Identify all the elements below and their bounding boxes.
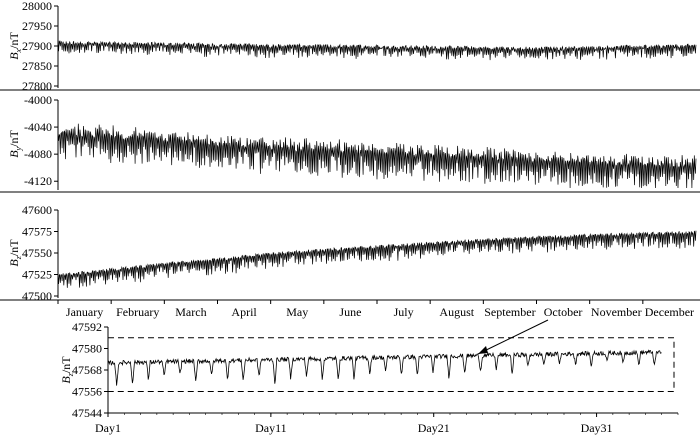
panel-1: 27800 27850 27900 27950 28000 [0, 0, 700, 93]
highlight-box [107, 337, 675, 392]
y-tick-label: 28000 [22, 0, 52, 13]
y-axis-label: By/nT [7, 130, 23, 158]
y-tick-label: 47556 [72, 385, 102, 399]
y-tick-label: -4000 [24, 93, 52, 107]
y-axis-label: Bz/nT [59, 356, 75, 384]
x-tick-label: Day21 [418, 421, 450, 435]
y-tick-label: 27900 [22, 39, 52, 53]
y-tick-label: -4040 [24, 120, 52, 134]
x-tick-label: May [286, 305, 308, 319]
y-axis-label: Bx/nT [7, 32, 23, 60]
y-tick-label: 47568 [72, 363, 102, 377]
y-tick-label: 47525 [22, 268, 52, 282]
x-tick-label: November [591, 305, 642, 319]
x-tick-label: December [645, 305, 694, 319]
data-series-1 [57, 40, 697, 61]
x-tick-label: February [116, 305, 159, 319]
y-tick-label: 47575 [22, 225, 52, 239]
zoom-arrow-head [478, 346, 488, 354]
x-tick-label: July [394, 305, 414, 319]
x-tick-label: Day31 [581, 421, 613, 435]
panel-3: 47500 47525 47550 47575 47600 January February… [0, 203, 700, 319]
x-tick-label: October [544, 305, 583, 319]
y-tick-label: 47550 [22, 246, 52, 260]
y-tick-label: -4120 [24, 174, 52, 188]
x-tick-label: Day1 [95, 421, 121, 435]
x-tick-label: January [66, 305, 103, 319]
y-tick-label: -4080 [24, 147, 52, 161]
x-tick-label: March [175, 305, 206, 319]
y-axis-label: Bz/nT [7, 239, 23, 267]
data-series-3 [57, 230, 697, 288]
y-tick-label: 47500 [22, 289, 52, 303]
x-tick-label: August [439, 305, 474, 319]
data-series-2 [57, 123, 697, 189]
x-tick-label: June [339, 305, 361, 319]
x-tick-label: Day11 [255, 421, 287, 435]
y-tick-label: 47544 [72, 406, 102, 420]
x-tick-label: April [231, 305, 257, 319]
y-tick-label: 27800 [22, 79, 52, 93]
panel-2: -4000 -4040 -4080 -4120 [0, 93, 700, 193]
y-tick-label: 47580 [72, 342, 102, 356]
zoom-arrow [477, 319, 549, 355]
y-tick-label: 27950 [22, 19, 52, 33]
y-tick-label: 47592 [72, 320, 102, 334]
x-tick-label: September [484, 305, 535, 319]
daily-series [108, 349, 662, 386]
panel-inset: 47544 47556 47568 47580 47592 Day1 Day11 Day21 D… [72, 319, 679, 435]
y-tick-label: 47600 [22, 203, 52, 217]
y-tick-label: 27850 [22, 59, 52, 73]
